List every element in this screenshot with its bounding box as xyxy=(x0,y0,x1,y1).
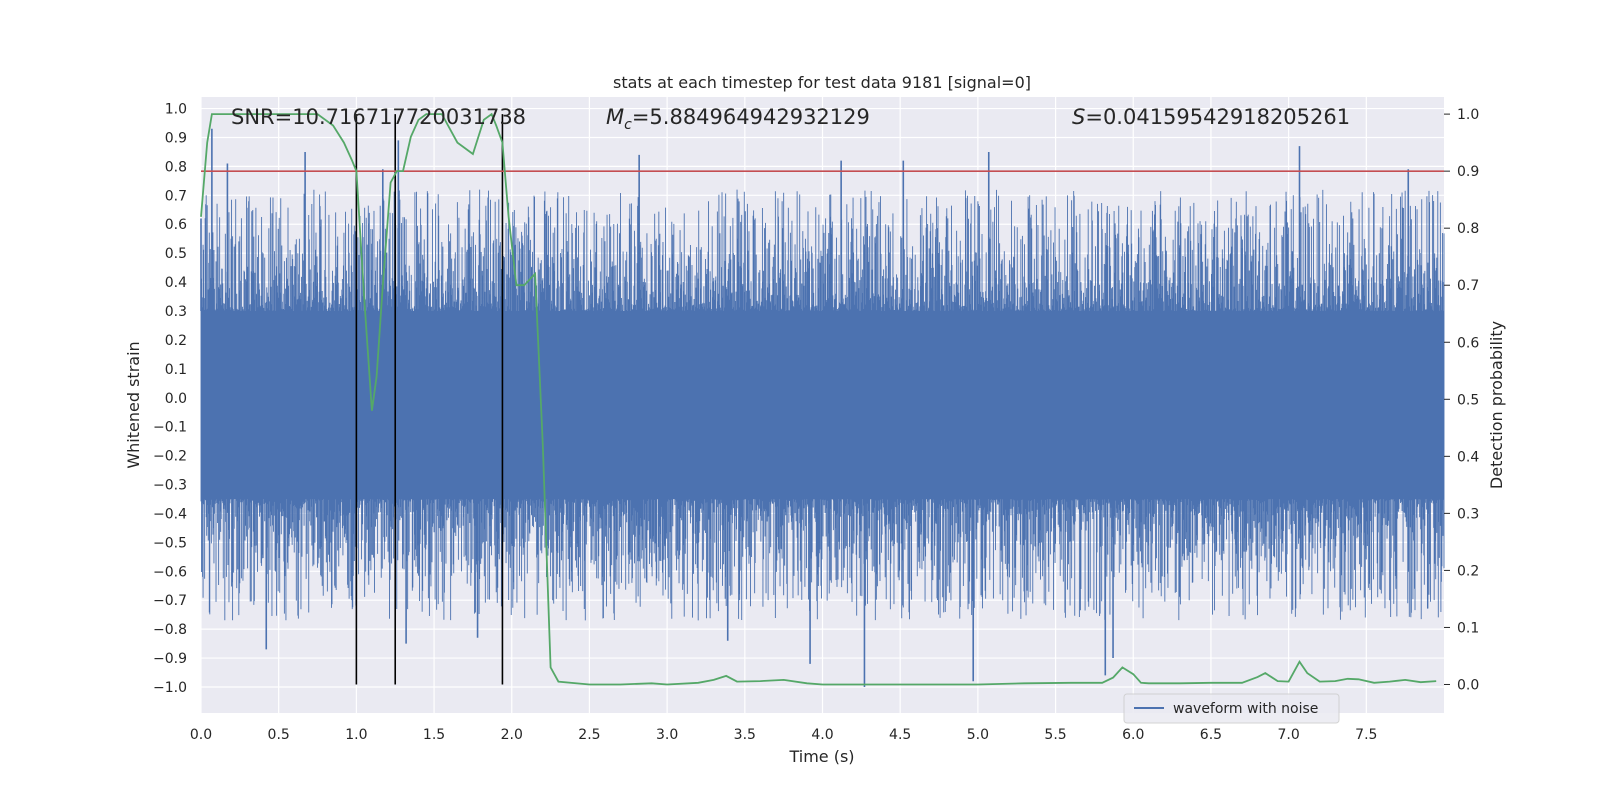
y-right-tick-label: 0.5 xyxy=(1457,392,1479,408)
y-left-tick-label: −0.3 xyxy=(153,478,187,494)
y-right-axis-label: Detection probability xyxy=(1487,321,1506,489)
y-left-tick-label: 0.7 xyxy=(165,188,187,204)
chirp-mass-subscript: c xyxy=(624,117,632,133)
y-left-tick-label: 0.5 xyxy=(165,246,187,262)
y-right-tick-label: 0.8 xyxy=(1457,221,1479,237)
y-right-tick-label: 0.2 xyxy=(1457,563,1479,579)
y-right-tick-label: 1.0 xyxy=(1457,107,1479,123)
waveform-core-band xyxy=(201,311,1444,499)
x-axis-ticks: 0.0 0.5 1.0 1.5 2.0 2.5 3.0 3.5 4.0 4.5 5.0 5.5 6.0 6… xyxy=(190,727,1378,743)
y-left-tick-label: −0.4 xyxy=(153,506,187,522)
y-right-tick-label: 0.6 xyxy=(1457,335,1479,351)
x-tick-label: 0.5 xyxy=(268,727,290,743)
x-tick-label: 5.0 xyxy=(967,727,989,743)
y-left-tick-label: −0.8 xyxy=(153,622,187,638)
chirp-mass-annotation: Mc=5.884964942932129 xyxy=(606,105,870,133)
y-left-tick-label: −0.1 xyxy=(153,420,187,436)
y-left-tick-label: −1.0 xyxy=(153,680,187,696)
y-left-tick-label: 0.6 xyxy=(165,217,187,233)
legend-waveform-label: waveform with noise xyxy=(1173,701,1318,717)
x-tick-label: 0.0 xyxy=(190,727,212,743)
y-right-axis-ticks: 1.0 0.9 0.8 0.7 0.6 0.5 0.4 0.3 0.2 0.1 0.0 xyxy=(1444,107,1479,693)
y-left-tick-label: 0.4 xyxy=(165,275,187,291)
y-left-tick-label: −0.5 xyxy=(153,535,187,551)
x-tick-label: 2.5 xyxy=(578,727,600,743)
y-left-tick-label: −0.2 xyxy=(153,449,187,465)
s-symbol: S xyxy=(1072,105,1085,129)
x-tick-label: 1.0 xyxy=(345,727,367,743)
s-value: =0.04159542918205261 xyxy=(1085,105,1350,129)
x-tick-label: 4.0 xyxy=(811,727,833,743)
y-left-tick-label: 0.9 xyxy=(165,130,187,146)
y-right-tick-label: 0.3 xyxy=(1457,506,1479,522)
y-left-tick-label: 0.3 xyxy=(165,304,187,320)
x-tick-label: 4.5 xyxy=(889,727,911,743)
y-left-axis-label: Whitened strain xyxy=(124,341,143,468)
y-left-tick-label: −0.7 xyxy=(153,593,187,609)
y-right-tick-label: 0.4 xyxy=(1457,449,1479,465)
detection-probability-series xyxy=(200,112,1437,686)
y-right-tick-label: 0.9 xyxy=(1457,164,1479,180)
x-tick-label: 6.0 xyxy=(1122,727,1144,743)
y-right-tick-label: 0.7 xyxy=(1457,278,1479,294)
snr-annotation: SNR=10.716717720031738 xyxy=(231,105,526,129)
x-tick-label: 7.0 xyxy=(1277,727,1299,743)
x-tick-label: 1.5 xyxy=(423,727,445,743)
x-tick-label: 2.0 xyxy=(501,727,523,743)
y-right-tick-label: 0.1 xyxy=(1457,620,1479,636)
waveform-with-noise-series xyxy=(200,128,1445,687)
y-left-tick-label: −0.6 xyxy=(153,564,187,580)
x-tick-label: 3.5 xyxy=(734,727,756,743)
chart-title: stats at each timestep for test data 918… xyxy=(613,73,1031,92)
legend-box xyxy=(1123,693,1340,724)
x-tick-label: 5.5 xyxy=(1044,727,1066,743)
y-left-axis-ticks: 1.0 0.9 0.8 0.7 0.6 0.5 0.4 0.3 0.2 0.1 0.0 −0.1 −0.… xyxy=(153,102,187,696)
chirp-mass-value: =5.884964942932129 xyxy=(632,105,870,129)
legend: waveform with noise xyxy=(1123,693,1340,724)
x-axis-label: Time (s) xyxy=(788,747,854,766)
y-left-tick-label: 0.0 xyxy=(165,391,187,407)
s-annotation: S=0.04159542918205261 xyxy=(1072,105,1350,129)
vertical-lines xyxy=(355,114,504,685)
y-left-tick-label: 0.2 xyxy=(165,333,187,349)
y-left-tick-label: 0.1 xyxy=(165,362,187,378)
y-left-tick-label: 0.8 xyxy=(165,159,187,175)
probability-line xyxy=(200,112,1437,686)
chirp-mass-symbol: M xyxy=(606,105,624,129)
y-left-tick-label: 1.0 xyxy=(165,102,187,118)
y-left-tick-label: −0.9 xyxy=(153,651,187,667)
x-tick-label: 7.5 xyxy=(1355,727,1377,743)
x-tick-label: 3.0 xyxy=(656,727,678,743)
y-right-tick-label: 0.0 xyxy=(1457,677,1479,693)
x-tick-label: 6.5 xyxy=(1200,727,1222,743)
